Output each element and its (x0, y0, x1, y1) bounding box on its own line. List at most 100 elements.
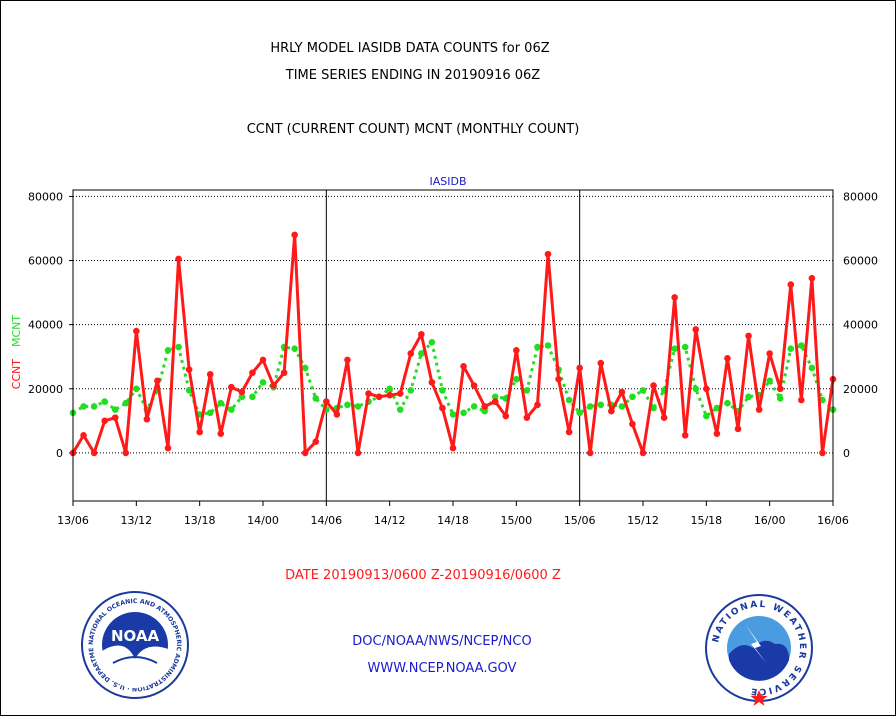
point-ccnt (175, 255, 182, 263)
point-ccnt (650, 382, 657, 389)
point-mcnt (418, 350, 425, 357)
point-mcnt (618, 403, 626, 410)
y-tick-label-left: 80000 (28, 190, 63, 203)
panel-title: IASIDB (429, 175, 466, 188)
x-tick-label: 15/00 (500, 514, 532, 527)
point-ccnt (798, 396, 805, 404)
point-ccnt (766, 350, 773, 357)
date-range-label: DATE 20190913/0600 Z-20190916/0600 Z (285, 568, 561, 583)
plot-area-border (72, 189, 834, 502)
point-ccnt (776, 385, 784, 393)
x-tick-label: 15/12 (627, 514, 659, 527)
x-tick-label: 15/06 (564, 514, 596, 527)
x-tick-label: 16/00 (754, 514, 786, 527)
point-ccnt (460, 363, 467, 370)
point-mcnt (133, 385, 140, 393)
point-mcnt (206, 409, 214, 417)
point-ccnt (745, 332, 752, 340)
point-ccnt (481, 403, 488, 410)
point-ccnt (787, 281, 795, 288)
point-mcnt (692, 385, 700, 393)
point-mcnt (586, 403, 594, 410)
y-tick-label-left: 0 (56, 447, 63, 460)
point-mcnt (534, 343, 541, 351)
point-mcnt (80, 403, 87, 410)
point-mcnt (291, 345, 298, 353)
point-mcnt (776, 395, 784, 402)
point-mcnt (301, 364, 309, 372)
point-ccnt (333, 411, 341, 418)
point-mcnt (639, 387, 647, 394)
point-ccnt (101, 417, 108, 425)
point-mcnt (122, 399, 130, 407)
point-mcnt (544, 342, 552, 349)
tick-layer: 0 0 20000 20000 40000 40000 60000 60000 80000 800… (28, 190, 878, 527)
point-mcnt (238, 393, 246, 401)
x-tick-label: 14/12 (374, 514, 406, 527)
point-ccnt (111, 414, 119, 421)
x-tick-label: 13/06 (57, 514, 89, 527)
point-mcnt (650, 404, 657, 412)
point-mcnt (312, 395, 320, 402)
point-ccnt (639, 449, 647, 457)
point-ccnt (164, 444, 172, 452)
org-label: DOC/NOAA/NWS/NCEP/NCO (352, 634, 531, 649)
point-mcnt (344, 401, 351, 409)
point-mcnt (354, 403, 362, 410)
point-mcnt (396, 406, 404, 413)
point-mcnt (787, 345, 795, 353)
point-mcnt (449, 411, 457, 418)
point-ccnt (703, 385, 710, 393)
point-ccnt (470, 382, 478, 389)
point-mcnt (481, 407, 488, 415)
point-mcnt (407, 387, 415, 394)
point-ccnt (544, 250, 552, 258)
point-ccnt (819, 449, 826, 457)
point-ccnt (555, 375, 562, 383)
y-tick-label-left: 20000 (28, 383, 63, 396)
point-ccnt (586, 449, 594, 457)
point-mcnt (766, 377, 773, 385)
point-ccnt (386, 391, 393, 399)
point-mcnt (386, 385, 393, 393)
x-tick-label: 14/18 (437, 514, 469, 527)
point-mcnt (175, 343, 182, 351)
point-ccnt (228, 383, 235, 391)
point-mcnt (439, 387, 446, 394)
nws-logo: NATIONAL WEATHER SERVICE (705, 594, 813, 706)
chart-title-line2: TIME SERIES ENDING IN 20190916 06Z (285, 68, 541, 83)
point-ccnt (439, 404, 446, 412)
y-tick-label-right: 80000 (843, 190, 878, 203)
point-ccnt (418, 330, 425, 338)
point-ccnt (407, 350, 415, 357)
x-tick-label: 14/06 (310, 514, 342, 527)
point-ccnt (344, 356, 351, 364)
point-ccnt (681, 431, 689, 439)
point-mcnt (185, 387, 193, 394)
point-ccnt (323, 398, 330, 405)
point-ccnt (259, 356, 267, 364)
point-ccnt (217, 430, 225, 437)
point-ccnt (534, 401, 541, 409)
point-ccnt (491, 398, 499, 405)
point-ccnt (280, 369, 288, 377)
y-tick-label-right: 40000 (843, 319, 878, 332)
x-tick-label: 14/00 (247, 514, 279, 527)
point-ccnt (428, 379, 436, 386)
point-ccnt (513, 347, 520, 354)
y-tick-label-right: 0 (843, 447, 850, 460)
point-ccnt (629, 420, 636, 428)
y-axis-label-ccnt: CCNT (10, 359, 23, 390)
point-mcnt (597, 401, 605, 409)
y-tick-label-right: 60000 (843, 255, 878, 268)
point-mcnt (808, 364, 816, 372)
y-tick-label-left: 60000 (28, 255, 63, 268)
point-mcnt (491, 393, 499, 401)
point-ccnt (692, 326, 700, 333)
point-mcnt (745, 393, 752, 401)
y-axis-label-group: CCNT MCNT (10, 315, 23, 390)
point-ccnt (270, 382, 277, 389)
point-mcnt (724, 399, 731, 407)
